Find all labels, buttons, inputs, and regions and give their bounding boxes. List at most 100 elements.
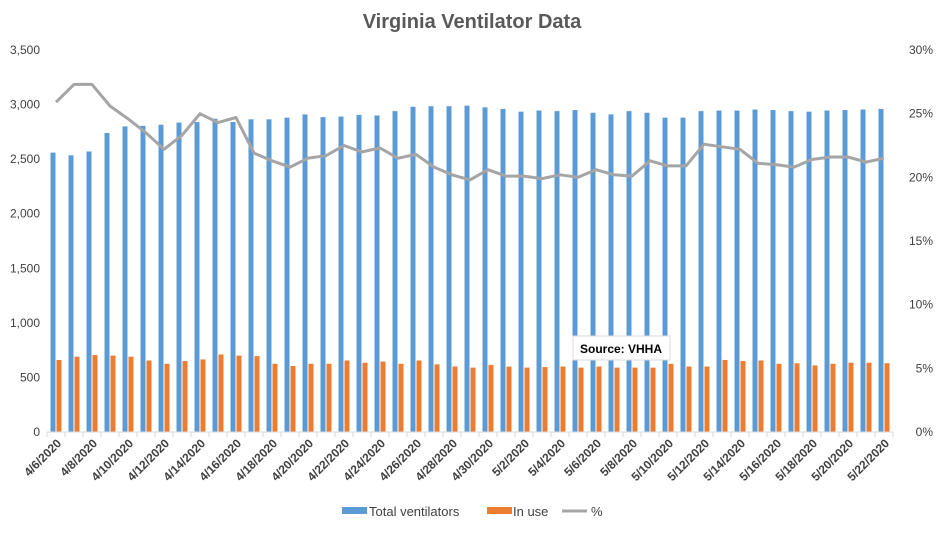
bar-in-use: [416, 360, 422, 432]
bar-total-ventilators: [608, 114, 614, 432]
bar-total-ventilators: [212, 118, 218, 432]
bar-in-use: [884, 363, 890, 432]
bar-in-use: [758, 360, 764, 432]
y-tick-label: 2,000: [10, 207, 40, 221]
bar-total-ventilators: [680, 117, 686, 432]
bar-total-ventilators: [68, 155, 74, 432]
bar-in-use: [578, 367, 584, 432]
bar-total-ventilators: [410, 106, 416, 433]
bar-total-ventilators: [572, 110, 578, 433]
bar-in-use: [650, 367, 656, 432]
line-series-group: [54, 82, 885, 182]
bar-in-use: [344, 360, 350, 432]
bar-total-ventilators: [86, 151, 92, 432]
bar-total-ventilators: [626, 111, 632, 433]
y-tick-label: 0: [33, 425, 40, 439]
y2-tick-label: 30%: [909, 43, 933, 57]
bar-in-use: [506, 366, 512, 432]
y-axis-right: 0% 5% 10% 15% 20% 25% 30%: [909, 43, 933, 439]
y-tick-label: 1,000: [10, 316, 40, 330]
bar-total-ventilators: [374, 115, 380, 432]
bar-total-ventilators: [752, 109, 758, 433]
bar-total-ventilators: [284, 117, 290, 432]
y-tick-label: 3,000: [10, 98, 40, 112]
bar-in-use: [110, 355, 116, 432]
legend: Total ventilators In use%: [342, 504, 603, 519]
bar-in-use: [290, 365, 296, 432]
bar-in-use: [218, 354, 224, 432]
bar-total-ventilators: [248, 119, 254, 432]
bar-in-use: [848, 362, 854, 432]
bar-in-use: [470, 367, 476, 432]
bar-total-ventilators: [536, 110, 542, 433]
bar-total-ventilators: [464, 105, 470, 433]
bar-in-use: [92, 355, 98, 432]
y-tick-label: 2,500: [10, 152, 40, 166]
bar-in-use: [812, 365, 818, 432]
y2-tick-label: 15%: [909, 234, 933, 248]
bar-in-use: [74, 356, 80, 432]
bar-total-ventilators: [302, 114, 308, 432]
bar-total-ventilators: [428, 106, 434, 433]
legend-label-in-use: In use: [513, 504, 548, 519]
y-axis-left: 0 500 1,000 1,500 2,000 2,500 3,000 3,500: [10, 43, 40, 439]
bar-in-use: [236, 355, 242, 432]
bar-in-use: [596, 366, 602, 432]
bar-total-ventilators: [770, 110, 776, 433]
bar-total-ventilators: [878, 108, 884, 433]
bar-total-ventilators: [158, 124, 164, 433]
bar-total-ventilators: [644, 112, 650, 432]
y-tick-label: 1,500: [10, 261, 40, 275]
bar-in-use: [272, 363, 278, 432]
bar-in-use: [398, 363, 404, 432]
bar-total-ventilators: [698, 111, 704, 433]
bar-total-ventilators: [500, 108, 506, 433]
bar-in-use: [164, 363, 170, 432]
bar-total-ventilators: [266, 119, 272, 432]
bar-total-ventilators: [482, 107, 488, 433]
bar-total-ventilators: [356, 114, 362, 432]
bar-in-use: [56, 359, 62, 432]
bar-total-ventilators: [554, 111, 560, 433]
y2-tick-label: 0%: [916, 425, 934, 439]
y2-tick-label: 5%: [916, 361, 934, 375]
bar-total-ventilators: [446, 106, 452, 433]
bar-in-use: [776, 363, 782, 432]
bar-in-use: [146, 360, 152, 432]
bar-total-ventilators: [122, 126, 128, 433]
y-tick-label: 3,500: [10, 43, 40, 57]
y2-tick-label: 20%: [909, 170, 933, 184]
bar-in-use: [866, 362, 872, 432]
bar-in-use: [668, 363, 674, 432]
bar-total-ventilators: [50, 152, 56, 432]
bar-total-ventilators: [140, 125, 146, 433]
bar-total-ventilators: [194, 122, 200, 432]
bar-in-use: [560, 366, 566, 432]
bar-in-use: [452, 366, 458, 432]
bar-total-ventilators: [320, 117, 326, 432]
bar-total-ventilators: [662, 117, 668, 432]
bar-in-use: [128, 356, 134, 432]
legend-swatch-total-ventilators: [342, 507, 367, 514]
legend-swatch-in-use: [487, 507, 512, 514]
y2-tick-label: 25%: [909, 107, 933, 121]
bar-in-use: [380, 361, 386, 432]
source-annotation: Source: VHHA: [572, 335, 671, 361]
bar-in-use: [614, 367, 620, 432]
legend-label-percent: %: [591, 504, 603, 519]
bar-total-ventilators: [788, 111, 794, 433]
bar-total-ventilators: [716, 110, 722, 433]
bar-in-use: [524, 367, 530, 432]
bar-in-use: [362, 362, 368, 432]
bar-in-use: [686, 366, 692, 432]
bar-total-ventilators: [734, 110, 740, 433]
bar-in-use: [794, 363, 800, 432]
bar-total-ventilators: [392, 111, 398, 433]
bar-total-ventilators: [806, 111, 812, 432]
line-percent-in-use: [54, 82, 885, 182]
bar-total-ventilators: [590, 112, 596, 432]
bar-series-group: [50, 105, 890, 433]
